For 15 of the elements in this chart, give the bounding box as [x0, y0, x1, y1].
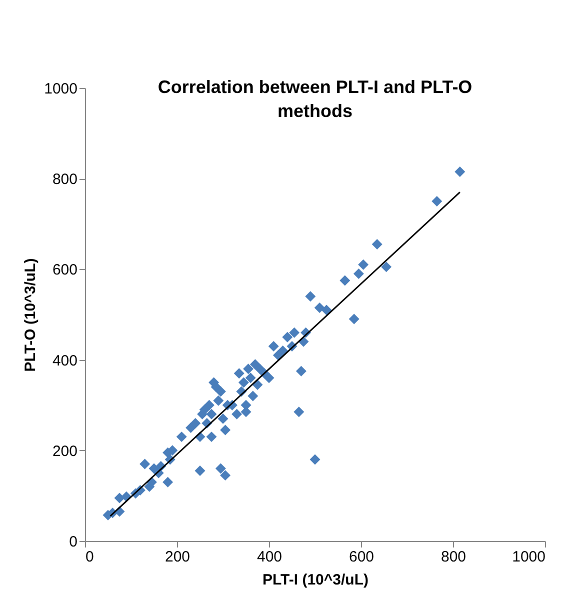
- y-tick-label: 400: [52, 352, 78, 370]
- y-tick-label: 0: [69, 534, 78, 550]
- x-tick-label: 200: [164, 548, 190, 566]
- y-tick-label: 1000: [44, 80, 78, 98]
- y-tick-label: 800: [52, 171, 78, 188]
- y-axis-title: PLT-O (10^3/uL): [22, 258, 40, 372]
- x-axis-title: PLT-I (10^3/uL): [262, 572, 368, 588]
- y-tick-label: 600: [52, 262, 78, 279]
- x-tick-label: 600: [348, 548, 374, 566]
- x-tick-label: 1000: [512, 548, 546, 566]
- x-tick-label: 800: [440, 548, 466, 566]
- x-tick-label: 0: [86, 548, 94, 566]
- y-tick-label: 200: [52, 442, 78, 460]
- x-tick-label: 400: [256, 548, 282, 566]
- chart-title: Correlation between PLT-I and PLT-O methods: [158, 77, 472, 121]
